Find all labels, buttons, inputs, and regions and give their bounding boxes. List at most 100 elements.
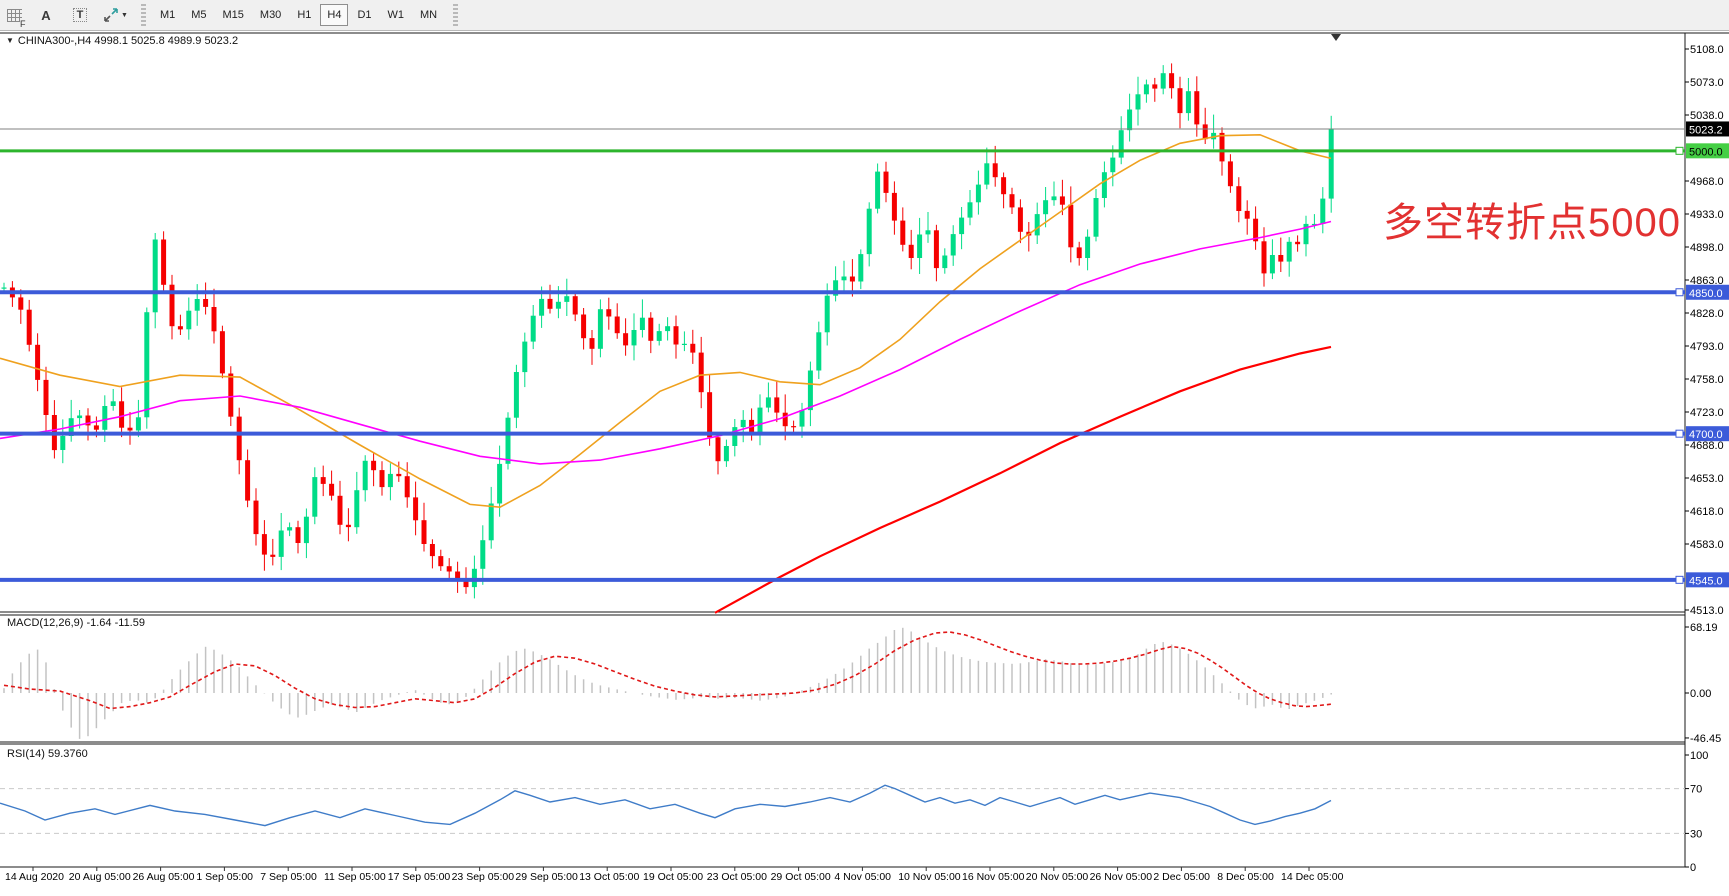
candle-body [623,333,629,346]
toolbar-grip[interactable] [140,4,146,26]
time-tick-label: 20 Nov 05:00 [1026,871,1089,883]
candle-body [421,520,427,544]
candle-body [1177,88,1183,114]
hline-handle-support-4700[interactable] [1675,429,1684,438]
time-tick-label: 17 Sep 05:00 [388,871,451,883]
collapse-chart-icon[interactable]: ▼ [6,36,14,45]
candle-body [950,234,956,256]
candle-body [312,477,318,517]
time-tick-label: 1 Sep 05:00 [196,871,253,883]
label-tool-button[interactable]: T [68,3,92,27]
label-tool-icon: T [72,8,88,22]
candle-body [43,379,49,415]
chart-shift-marker-icon[interactable] [1331,34,1341,41]
candle-body [665,326,671,332]
candle-body [505,417,511,464]
candle-body [1001,177,1007,195]
candle-body [236,416,242,461]
top-toolbar: F A T ▼ M1 M5 M15 M30 H1 H4 D1 W1 MN [0,0,1729,31]
candle-body [816,332,822,371]
candle-body [866,208,872,255]
candle-body [303,516,309,544]
candle-body [463,578,469,588]
timeframe-button-D1[interactable]: D1 [357,9,372,21]
candle-body [959,217,965,235]
arrows-dropdown-icon[interactable]: ▼ [121,11,128,19]
ma-slow-red [714,345,1332,614]
quick-fibo-button[interactable]: F [2,3,26,28]
timeframe-button-M30[interactable]: M30 [259,9,282,21]
candle-body [1127,109,1133,131]
ma-mid-magenta [0,220,1332,465]
candle-body [270,554,276,557]
candle-body [1311,223,1317,226]
price-label-text: 5000.0 [1689,146,1723,158]
time-tick-label: 10 Nov 05:00 [898,871,961,883]
time-tick-label: 19 Oct 05:00 [643,871,703,883]
candle-body [547,298,553,309]
candle-body [186,310,192,330]
time-tick-label: 26 Aug 05:00 [133,871,195,883]
timeframe-button-M5[interactable]: M5 [191,9,207,21]
candle-body [656,331,662,341]
candle-body [1211,132,1217,140]
candle-body [26,309,32,345]
time-tick-label: 29 Oct 05:00 [771,871,831,883]
candle-body [379,470,385,488]
candle-body [925,230,931,235]
candle-body [102,406,108,430]
candle-body [673,326,679,345]
rsi-tick-label: 0 [1690,862,1696,874]
candle-body [404,476,410,498]
candle-body [917,234,923,258]
candle-body [287,527,293,531]
hline-handle-support-4545[interactable] [1675,575,1684,584]
candle-body [732,427,738,446]
candle-body [1202,124,1208,140]
timeframe-button-M15[interactable]: M15 [222,9,244,21]
time-tick-label: 23 Sep 05:00 [452,871,515,883]
candle-body [782,412,788,427]
candle-body [177,326,183,330]
timeframe-button-W1[interactable]: W1 [387,9,405,21]
candle-body [362,460,368,491]
candle-body [387,473,393,488]
candle-body [1059,196,1065,205]
price-tick-label: 4618.0 [1690,506,1724,518]
timeframe-button-H1[interactable]: H1 [297,9,312,21]
text-tool-button[interactable]: A [34,3,58,27]
candle-body [1269,255,1275,274]
candle-body [757,407,763,434]
chart-title-bar[interactable]: ▼ CHINA300-,H4 4998.1 5025.8 4989.9 5023.… [6,35,238,47]
toolbar-grip-2[interactable] [453,4,459,26]
price-tick-label: 4583.0 [1690,539,1724,551]
candle-body [1068,204,1074,248]
candle-body [135,417,141,431]
candle-body [1194,91,1200,125]
price-tick-label: 5073.0 [1690,77,1724,89]
price-tick-label: 4863.0 [1690,275,1724,287]
candle-body [93,425,99,430]
candle-body [1085,236,1091,258]
candle-body [1110,157,1116,173]
rsi-indicator-label: RSI(14) 59.3760 [7,748,88,760]
timeframe-button-H4[interactable]: H4 [320,4,349,26]
candle-body [614,316,620,334]
arrows-tool-button[interactable]: ▼ [102,3,129,27]
candle-body [396,473,402,477]
hline-handle-resistance-5000[interactable] [1675,146,1684,155]
candle-body [329,483,335,496]
timeframe-button-M1[interactable]: M1 [159,9,176,21]
macd-tick-label: -46.45 [1690,733,1721,745]
candle-body [1219,132,1225,162]
candle-body [1303,223,1309,245]
candle-body [1160,73,1166,89]
candle-body [707,392,713,438]
chart-annotation-text[interactable]: 多空转折点5000 [1383,201,1681,245]
price-label-text: 4850.0 [1689,288,1723,300]
hline-handle-support-4850[interactable] [1675,288,1684,297]
price-label-box [1686,572,1729,588]
candle-body [581,314,587,339]
timeframe-button-MN[interactable]: MN [420,9,438,21]
